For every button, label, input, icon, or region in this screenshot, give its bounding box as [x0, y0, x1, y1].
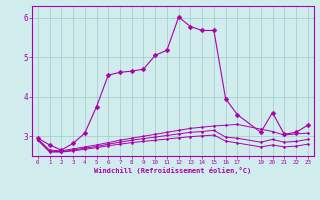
X-axis label: Windchill (Refroidissement éolien,°C): Windchill (Refroidissement éolien,°C)	[94, 167, 252, 174]
